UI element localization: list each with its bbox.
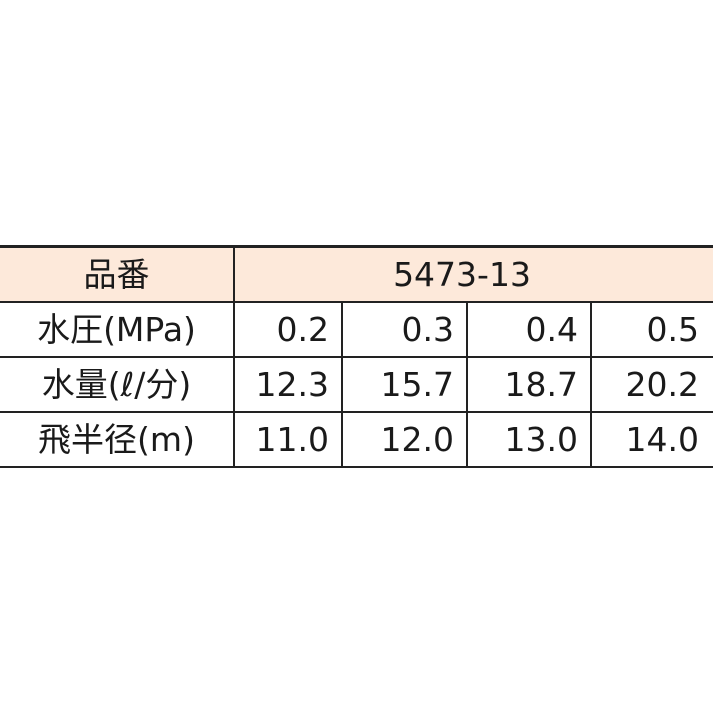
cell: 0.2	[233, 301, 343, 358]
row-label: 水量(ℓ/分)	[0, 356, 235, 413]
cell: 0.5	[589, 301, 713, 358]
cell: 15.7	[341, 356, 468, 413]
cell: 12.0	[341, 411, 468, 468]
row-label: 飛半径(m)	[0, 411, 235, 468]
cell: 18.7	[466, 356, 592, 413]
table-row: 飛半径(m) 11.0 12.0 13.0 14.0	[0, 411, 713, 468]
cell: 14.0	[589, 411, 713, 468]
cell: 0.3	[341, 301, 468, 358]
header-label: 品番	[0, 245, 235, 303]
cell: 11.0	[233, 411, 343, 468]
cell: 20.2	[589, 356, 713, 413]
cell: 0.4	[466, 301, 592, 358]
header-row: 品番 5473-13	[0, 245, 713, 303]
model-number: 5473-13	[232, 245, 713, 303]
table-row: 水量(ℓ/分) 12.3 15.7 18.7 20.2	[0, 356, 713, 413]
spec-table: 品番 5473-13 水圧(MPa) 0.2 0.3 0.4 0.5 水量(ℓ/…	[0, 245, 713, 468]
cell: 13.0	[466, 411, 592, 468]
cell: 12.3	[233, 356, 343, 413]
row-label: 水圧(MPa)	[0, 301, 235, 358]
table-row: 水圧(MPa) 0.2 0.3 0.4 0.5	[0, 301, 713, 358]
